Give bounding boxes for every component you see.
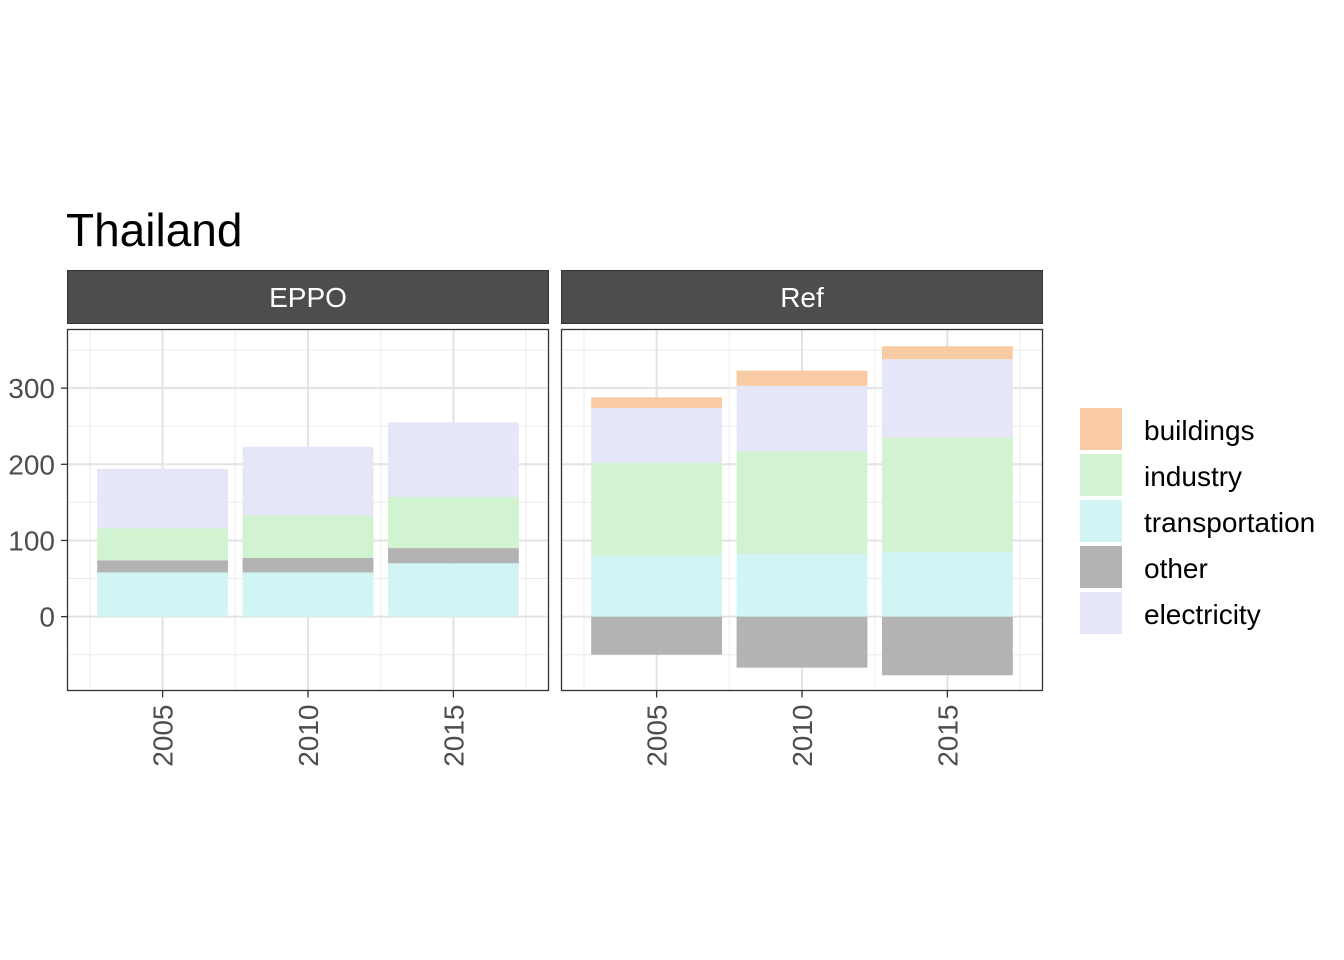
- x-tick-label: 2005: [148, 705, 179, 767]
- legend-key-other: [1080, 546, 1122, 588]
- legend-key-transportation: [1080, 500, 1122, 542]
- bar-eppo-transportation-2015: [387, 563, 519, 617]
- bar-eppo-other-2015: [387, 548, 519, 564]
- legend-label-electricity: electricity: [1144, 599, 1261, 630]
- bar-ref-buildings-2015: [881, 346, 1013, 360]
- bar-ref-buildings-2010: [736, 370, 868, 386]
- legend-label-transportation: transportation: [1144, 507, 1315, 538]
- legend: buildings industry transportation other elec…: [1080, 408, 1315, 634]
- bar-ref-other-2005: [591, 616, 723, 655]
- panel-bars-eppo: [97, 422, 519, 617]
- strip-ref: [561, 270, 1043, 324]
- x-tick-label: 2005: [642, 705, 673, 767]
- panel-eppo: EPPO 2005 2010 2015: [66, 270, 550, 767]
- y-axis: 0 100 200 300: [8, 373, 68, 633]
- y-tick-label: 300: [8, 373, 55, 404]
- legend-key-buildings: [1080, 408, 1122, 450]
- bar-eppo-industry-2010: [242, 515, 374, 558]
- bar-ref-industry-2005: [591, 462, 723, 556]
- legend-label-buildings: buildings: [1144, 415, 1255, 446]
- y-tick-label: 200: [8, 449, 55, 480]
- legend-label-industry: industry: [1144, 461, 1242, 492]
- strip-eppo: [67, 270, 549, 324]
- x-axis-ref: 2005 2010 2015: [642, 690, 963, 767]
- bar-eppo-electricity-2005: [97, 468, 229, 529]
- bar-ref-other-2015: [881, 616, 1013, 676]
- bar-eppo-other-2010: [242, 557, 374, 573]
- bar-eppo-electricity-2015: [387, 422, 519, 498]
- panel-ref: Ref 2005 2010 2015: [560, 270, 1044, 767]
- bar-eppo-industry-2005: [97, 528, 229, 561]
- bar-eppo-transportation-2005: [97, 572, 229, 617]
- bar-ref-other-2010: [736, 616, 868, 668]
- bar-ref-electricity-2015: [881, 359, 1013, 438]
- legend-key-industry: [1080, 454, 1122, 496]
- x-tick-label: 2010: [293, 705, 324, 767]
- panel-bars-ref: [591, 346, 1013, 676]
- bar-eppo-other-2005: [97, 560, 229, 573]
- bar-ref-industry-2010: [736, 451, 868, 555]
- strip-label-eppo: EPPO: [269, 282, 347, 313]
- bar-ref-transportation-2005: [591, 555, 723, 617]
- bar-ref-electricity-2005: [591, 407, 723, 463]
- bar-ref-transportation-2010: [736, 554, 868, 617]
- legend-key-electricity: [1080, 592, 1122, 634]
- strip-label-ref: Ref: [780, 282, 824, 313]
- legend-label-other: other: [1144, 553, 1208, 584]
- x-tick-label: 2010: [787, 705, 818, 767]
- bar-eppo-transportation-2010: [242, 572, 374, 617]
- x-tick-label: 2015: [932, 705, 963, 767]
- bar-ref-electricity-2010: [736, 385, 868, 452]
- bar-ref-buildings-2005: [591, 397, 723, 408]
- bar-ref-transportation-2015: [881, 551, 1013, 617]
- y-tick-label: 100: [8, 525, 55, 556]
- y-tick-label: 0: [39, 602, 55, 633]
- bar-eppo-electricity-2010: [242, 446, 374, 516]
- x-axis-eppo: 2005 2010 2015: [148, 690, 469, 767]
- bar-ref-industry-2015: [881, 437, 1013, 552]
- chart-title: Thailand: [66, 204, 242, 256]
- bar-eppo-industry-2015: [387, 497, 519, 549]
- x-tick-label: 2015: [438, 705, 469, 767]
